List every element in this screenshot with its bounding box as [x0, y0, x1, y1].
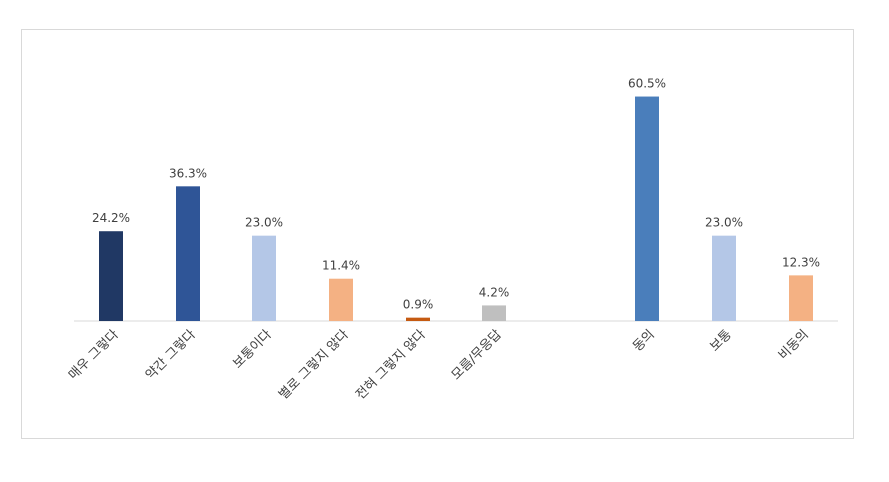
value-label-5: 0.9% [403, 298, 434, 312]
category-label-3: 보통이다 [230, 327, 274, 371]
bar-4 [329, 278, 353, 321]
category-label-2: 약간 그렇다 [143, 327, 199, 383]
chart-frame [21, 29, 854, 439]
value-label-2: 36.3% [169, 166, 207, 180]
category-label-4: 별로 그렇지 않다 [276, 327, 352, 403]
category-label-6: 모름/무응답 [449, 327, 505, 383]
value-label-4: 11.4% [322, 259, 360, 273]
bar-9 [789, 275, 813, 321]
value-label-9: 12.3% [782, 255, 820, 269]
value-label-7: 60.5% [628, 77, 666, 91]
category-label-9: 비동의 [776, 327, 812, 363]
bar-8 [712, 235, 736, 321]
value-label-6: 4.2% [479, 285, 510, 299]
category-label-7: 동의 [630, 327, 658, 355]
bar-2 [176, 186, 200, 321]
value-label-8: 23.0% [705, 216, 743, 230]
bar-7 [635, 96, 659, 321]
value-label-1: 24.2% [92, 211, 130, 225]
bar-3 [252, 235, 276, 321]
bar-5 [406, 317, 430, 321]
category-label-1: 매우 그렇다 [66, 327, 122, 383]
category-label-8: 보통 [707, 327, 735, 355]
bar-6 [482, 305, 506, 321]
value-label-3: 23.0% [245, 216, 283, 230]
bar-1 [99, 231, 123, 321]
category-label-5: 전혀 그렇지 않다 [353, 327, 429, 403]
